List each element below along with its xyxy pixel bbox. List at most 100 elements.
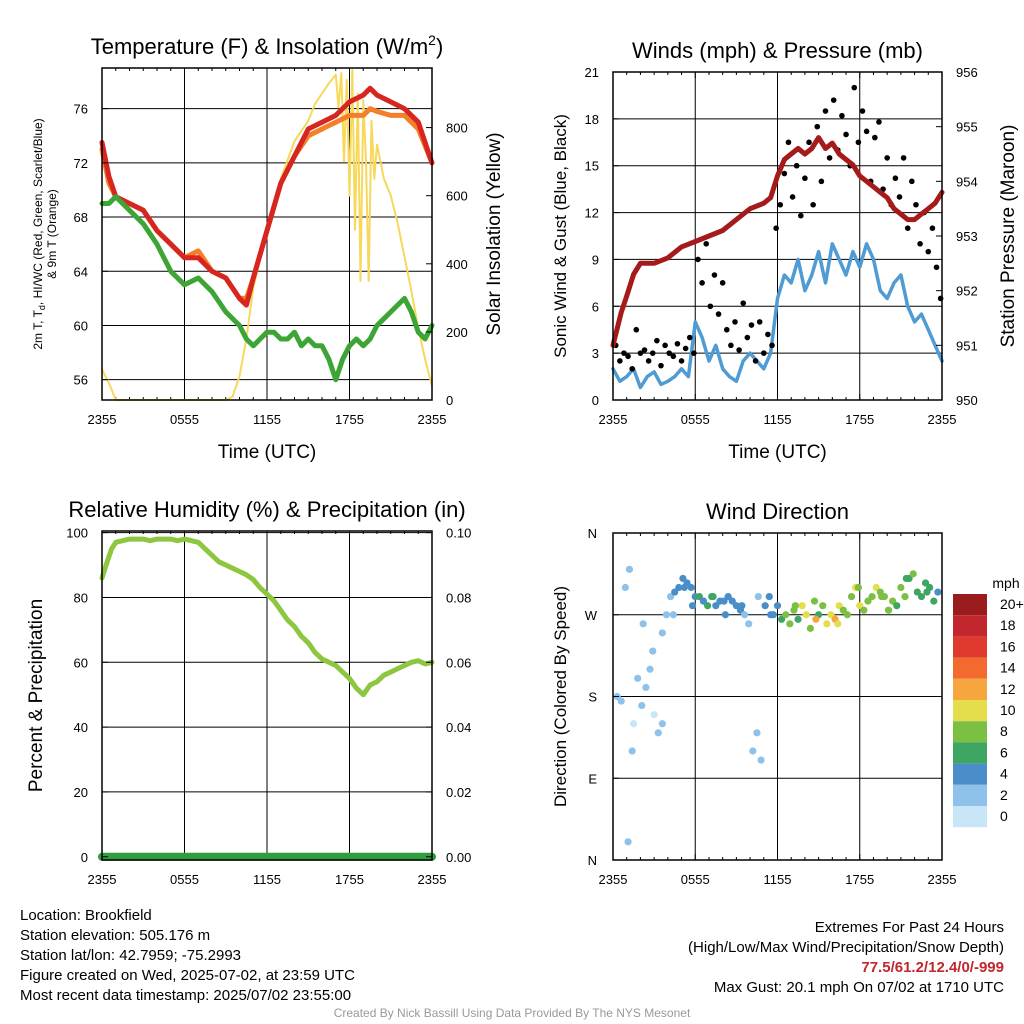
y2-tick-label: 0.08 — [446, 590, 471, 605]
direction-point — [782, 611, 790, 619]
direction-point — [738, 602, 746, 610]
direction-point — [761, 602, 769, 610]
direction-point — [669, 611, 677, 619]
x-tick-label: 1155 — [253, 412, 281, 427]
direction-point — [699, 597, 708, 605]
direction-point — [893, 602, 901, 610]
direction-point — [688, 602, 697, 610]
y-axis-label-line2: & 9m T (Orange) — [45, 189, 59, 279]
legend-label: 12 — [1000, 681, 1016, 697]
y-tick-label: 72 — [74, 156, 88, 171]
plot-frame — [612, 532, 943, 861]
wind-speed-line — [611, 242, 944, 390]
gust-point — [666, 350, 673, 356]
gust-point — [748, 322, 755, 328]
y2-axis-label: Solar Insolation (Yellow) — [484, 132, 505, 335]
direction-point — [621, 583, 629, 592]
gust-point — [855, 139, 862, 146]
direction-point — [791, 602, 799, 610]
y-tick-label: E — [588, 771, 597, 786]
gust-point — [662, 342, 668, 349]
gust-point — [728, 342, 734, 349]
legend-label: 16 — [1000, 638, 1016, 654]
direction-point — [642, 683, 650, 692]
gust-point — [884, 155, 890, 161]
x-tick-label: 2355 — [418, 872, 447, 887]
y2-tick-label: 0.02 — [446, 785, 471, 800]
y2-tick-label: 0.00 — [446, 850, 471, 865]
winds-panel: 2355 0555 1155 1755 2355 Winds (mph) & Pressu… — [551, 38, 1019, 463]
x-tick-label: 1155 — [764, 412, 792, 427]
extremes-info: Extremes For Past 24 Hours (High/Low/Max… — [688, 918, 1004, 998]
legend-swatch — [953, 763, 987, 785]
direction-point — [741, 611, 749, 619]
legend-label: 6 — [1000, 744, 1008, 760]
direction-point — [854, 583, 862, 592]
x-tick-label: 2355 — [928, 412, 957, 427]
gust-point — [863, 128, 870, 135]
legend-label: 4 — [1000, 766, 1008, 782]
y2-tick-label: 0.06 — [446, 655, 471, 670]
gust-point — [711, 272, 718, 278]
gust-point — [756, 319, 763, 325]
x-tick-label: 1155 — [764, 872, 792, 887]
plot-frame — [612, 71, 943, 401]
direction-point — [917, 592, 926, 601]
y-tick-label: 21 — [585, 65, 599, 80]
x-tick-label: 2355 — [599, 412, 628, 427]
gust-point — [637, 350, 644, 356]
x-tick-label: 2355 — [928, 872, 957, 887]
x-tick-label: 1755 — [335, 412, 364, 427]
gust-point — [765, 331, 771, 338]
y2-tick-label: 950 — [956, 393, 978, 408]
gust-point — [876, 119, 882, 125]
y-tick-label: 15 — [585, 159, 599, 174]
y-tick-label: 56 — [74, 373, 88, 388]
legend-swatch — [953, 784, 987, 806]
gust-point — [925, 248, 932, 255]
gust-point — [695, 256, 701, 263]
legend-swatch — [953, 742, 987, 764]
y2-tick-label: 955 — [956, 120, 978, 135]
extremes-values: 77.5/61.2/12.4/0/-999 — [861, 959, 1004, 976]
y-tick-label: W — [585, 608, 598, 623]
direction-point — [649, 647, 657, 655]
panel-title: Temperature (F) & Insolation (W/m2) — [91, 32, 444, 59]
y-tick-label: 0 — [81, 850, 88, 865]
y2-tick-label: 0 — [446, 393, 453, 408]
direction-point — [798, 602, 806, 610]
pressure-line — [610, 135, 945, 348]
gust-point — [777, 201, 784, 208]
legend-title: mph — [992, 575, 1019, 591]
gust-point — [830, 97, 837, 103]
direction-point — [687, 583, 695, 592]
max-gust-text: Max Gust: 20.1 mph On 07/02 at 1710 UTC — [713, 979, 1004, 996]
gust-point — [872, 134, 878, 141]
gust-point — [625, 353, 631, 360]
gust-point — [843, 131, 849, 138]
y-tick-label: 0 — [592, 393, 599, 408]
y2-tick-label: 800 — [446, 121, 468, 136]
direction-point — [860, 606, 868, 614]
direction-point — [658, 720, 666, 728]
y2-tick-label: 200 — [446, 325, 468, 340]
legend-label: 18 — [1000, 617, 1016, 633]
x-tick-label: 2355 — [88, 872, 117, 887]
gust-point — [810, 201, 816, 208]
direction-point — [823, 620, 831, 628]
x-tick-label: 2355 — [599, 872, 628, 887]
gust-point — [752, 358, 759, 364]
gust-point — [900, 155, 907, 161]
direction-point — [628, 747, 636, 755]
y-tick-label: 40 — [74, 720, 88, 735]
gust-point — [682, 345, 689, 352]
gust-point — [769, 342, 775, 349]
gust-point — [686, 334, 693, 341]
panel-title: Wind Direction — [706, 499, 849, 524]
y2-tick-label: 0.10 — [446, 526, 471, 541]
gust-point — [785, 139, 792, 146]
y2-tick-label: 952 — [956, 284, 978, 299]
x-tick-label: 0555 — [681, 412, 710, 427]
gust-point — [736, 347, 742, 353]
